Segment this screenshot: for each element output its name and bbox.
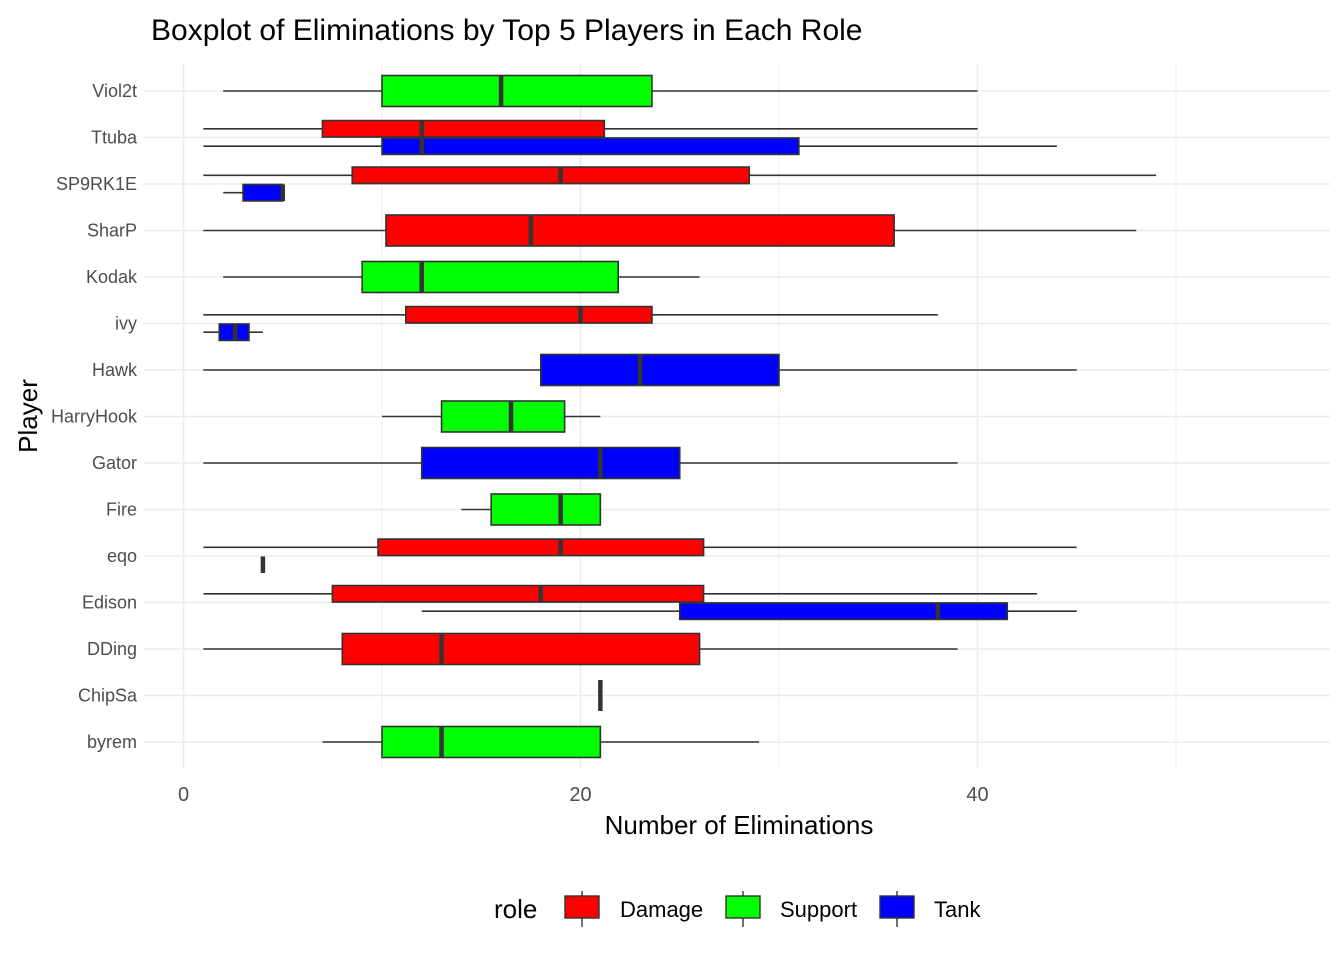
boxes [203,74,1157,759]
box-iqr [341,632,701,666]
box-iqr [361,260,620,294]
box-iqr [381,74,653,108]
legend-label: Tank [934,897,981,922]
legend: role Damage Support Tank [494,891,981,927]
box-dding-damage [203,632,958,666]
box-edison-damage [203,584,1038,603]
box-iqr [377,538,705,557]
y-tick-viol2t: Viol2t [92,81,137,101]
y-tick-gator: Gator [92,453,137,473]
box-iqr [490,493,602,526]
box-iqr [381,725,602,759]
y-tick-sp9rk1e: SP9RK1E [56,174,137,194]
y-tick-sharp: SharP [87,221,137,241]
y-tick-eqo: eqo [107,546,137,566]
box-iqr [440,400,566,433]
box-edison-tank [421,602,1077,621]
box-ivy-tank [203,323,263,342]
box-harryhook-support [382,400,601,433]
y-tick-byrem: byrem [87,732,137,752]
box-gator-tank [203,446,958,480]
x-tick-labels: 0 20 40 [178,784,989,806]
box-iqr [331,584,705,603]
y-tick-ttuba: Ttuba [91,128,138,148]
y-tick-hawk: Hawk [92,360,138,380]
legend-key-box [879,895,915,919]
box-sp9rk1e-damage [203,166,1157,185]
y-axis-title: Player [13,379,43,453]
box-viol2t-support [223,74,978,108]
box-eqo-damage [203,538,1077,557]
box-fire-support [461,493,602,526]
box-iqr [420,446,681,480]
box-sp9rk1e-tank [223,183,285,202]
box-iqr [678,602,1009,621]
legend-key-box [564,895,600,919]
x-tick-0: 0 [178,784,189,806]
y-tick-harryhook: HarryHook [51,407,138,427]
legend-title: role [494,894,537,924]
legend-item-tank: Tank [879,891,981,927]
box-hawk-tank [203,353,1077,387]
legend-key-box [725,895,761,919]
y-tick-fire: Fire [106,500,137,520]
x-tick-40: 40 [966,784,988,806]
box-iqr [405,305,653,324]
y-tick-edison: Edison [82,593,137,613]
box-iqr [242,183,284,202]
legend-item-damage: Damage [564,891,703,927]
box-iqr [381,137,800,156]
y-tick-kodak: Kodak [86,267,138,287]
box-kodak-support [223,260,700,294]
box-ttuba-damage [203,119,978,138]
box-iqr [539,353,780,387]
box-sharp-damage [203,214,1137,247]
x-axis-title: Number of Eliminations [605,810,874,840]
box-iqr [351,166,751,185]
y-tick-chipsa: ChipSa [78,686,138,706]
box-iqr [385,214,895,247]
box-byrem-support [322,725,760,759]
box-ivy-damage [203,305,938,324]
y-tick-ivy: ivy [115,314,137,334]
legend-label: Damage [620,897,703,922]
box-iqr [321,119,606,138]
box-ttuba-tank [203,137,1057,156]
y-tick-dding: DDing [87,639,137,659]
y-tick-labels: Viol2t Ttuba SP9RK1E SharP Kodak ivy Hawk Harry… [51,81,138,752]
legend-item-support: Support [725,891,857,927]
x-tick-20: 20 [569,784,591,806]
legend-label: Support [780,897,857,922]
chart-title: Boxplot of Eliminations by Top 5 Players… [151,14,863,47]
